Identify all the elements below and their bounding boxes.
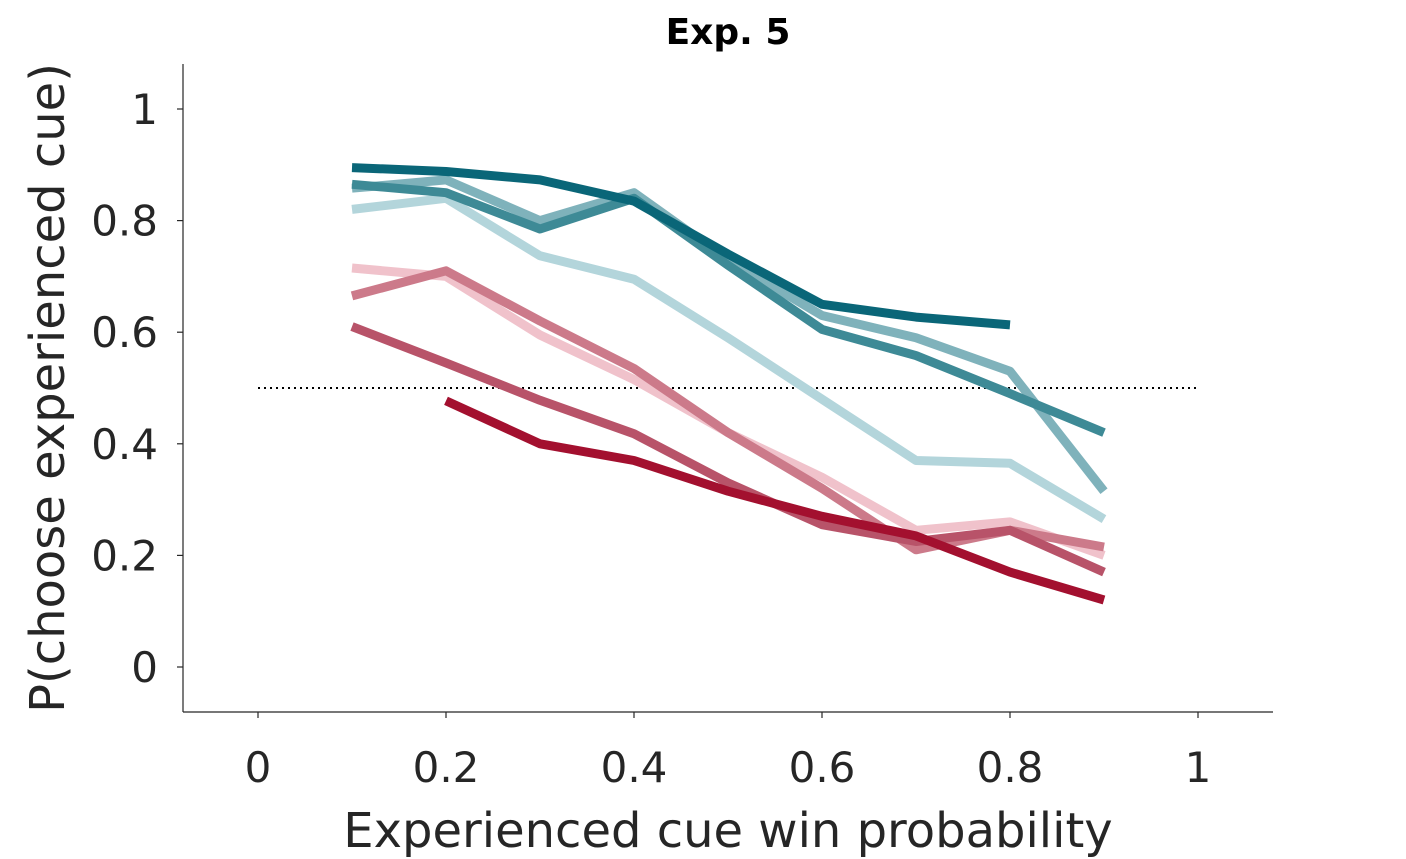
x-tick-label: 0	[245, 743, 272, 792]
y-tick-label: 0.6	[91, 308, 158, 357]
x-axis-label: Experienced cue win probability	[343, 803, 1112, 859]
y-axis-label: P(choose experienced cue)	[20, 63, 76, 713]
y-tick-label: 1	[131, 85, 158, 134]
series-line-3	[350, 322, 1106, 577]
y-tick-label: 0.8	[91, 197, 158, 246]
x-tick-label: 1	[1185, 743, 1212, 792]
series-line-4	[444, 396, 1106, 605]
series-line-7	[351, 179, 1106, 437]
y-ticks: 0 0.2 0.4 0.6 0.8 1	[91, 85, 183, 692]
chart-title: Exp. 5	[666, 12, 791, 53]
series-line-8	[351, 163, 1011, 330]
x-tick-label: 0.2	[413, 743, 480, 792]
x-tick-label: 0.8	[977, 743, 1044, 792]
y-tick-label: 0.2	[91, 531, 158, 580]
x-tick-label: 0.6	[789, 743, 856, 792]
series-group	[350, 163, 1108, 605]
x-ticks: 0 0.2 0.4 0.6 0.8 1	[245, 712, 1212, 792]
x-tick-label: 0.4	[601, 743, 668, 792]
series-line-5	[351, 193, 1107, 523]
y-tick-label: 0	[131, 643, 158, 692]
y-tick-label: 0.4	[91, 420, 158, 469]
